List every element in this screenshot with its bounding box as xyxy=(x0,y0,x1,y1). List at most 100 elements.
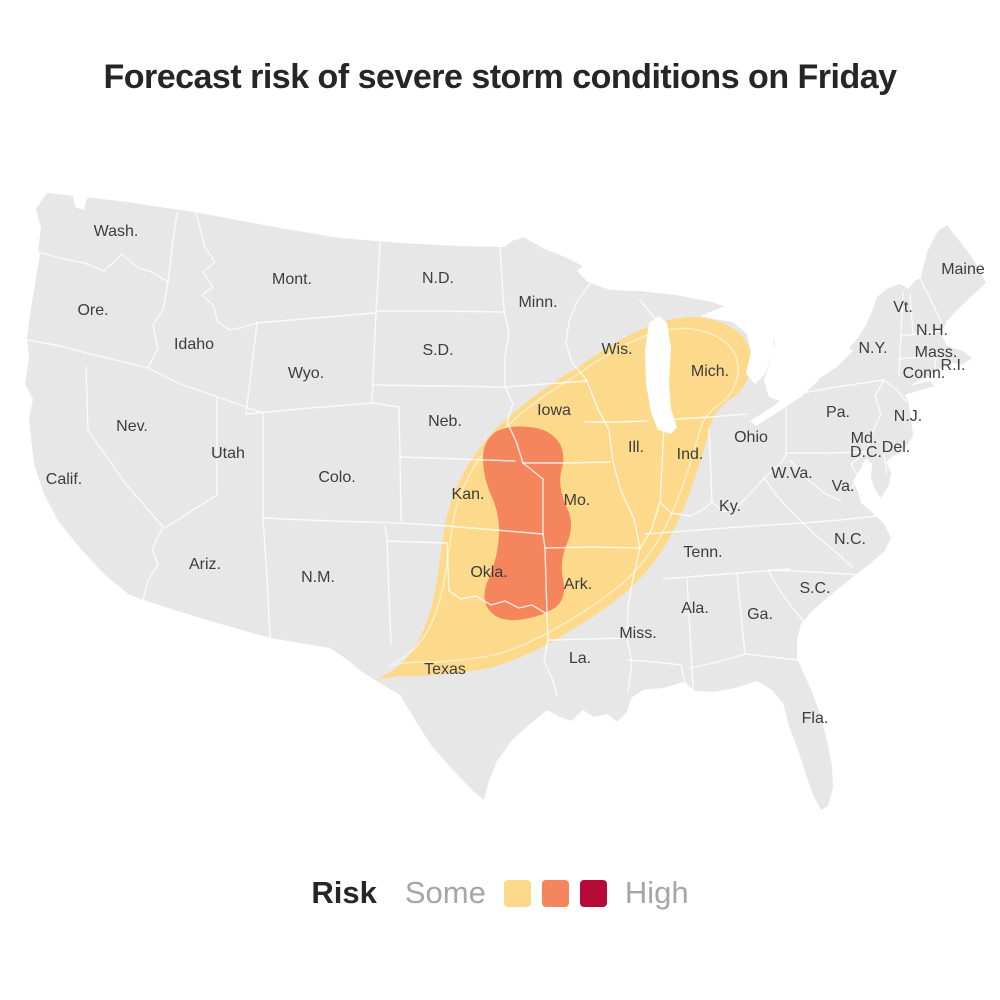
state-border-line xyxy=(639,501,661,549)
state-border-line xyxy=(785,451,867,454)
state-border-line xyxy=(900,330,941,337)
state-label-nd: N.D. xyxy=(422,270,454,287)
state-border-line xyxy=(499,246,510,388)
state-border-line xyxy=(147,281,169,369)
state-border-line xyxy=(544,546,641,549)
state-label-conn: Conn. xyxy=(903,365,946,382)
state-border-line xyxy=(744,653,799,661)
state-border-line xyxy=(763,454,787,479)
state-border-line xyxy=(898,290,904,377)
state-border-line xyxy=(256,312,375,324)
state-border-line xyxy=(659,426,665,503)
state-label-neb: Neb. xyxy=(428,413,462,430)
state-label-mass: Mass. xyxy=(915,344,958,361)
state-border-line xyxy=(767,569,807,625)
state-label-tenn: Tenn. xyxy=(683,544,722,561)
state-border-line xyxy=(586,380,641,693)
state-label-wva: W.Va. xyxy=(771,465,813,482)
state-label-nm: N.M. xyxy=(301,569,335,586)
state-border-line xyxy=(214,395,264,414)
state-border-line xyxy=(27,339,149,369)
state-label-kan: Kan. xyxy=(452,486,485,503)
state-label-maine: Maine xyxy=(941,261,985,278)
state-border-line xyxy=(883,454,888,474)
state-border-line xyxy=(262,517,271,639)
state-borders xyxy=(27,212,942,696)
great-lakes xyxy=(72,192,853,434)
state-border-line xyxy=(245,402,373,415)
state-border-line xyxy=(448,590,548,615)
state-label-ri: R.I. xyxy=(941,357,966,374)
state-border-line xyxy=(446,525,544,535)
state-border-line xyxy=(547,637,628,641)
lake-superior xyxy=(577,252,752,312)
state-label-texas: Texas xyxy=(424,661,466,678)
state-border-line xyxy=(675,413,747,420)
state-label-calif: Calif. xyxy=(46,471,82,488)
state-label-la: La. xyxy=(569,650,591,667)
risk-area-some-inner-contour xyxy=(387,327,739,668)
state-label-ala: Ala. xyxy=(681,600,709,617)
state-label-mont: Mont. xyxy=(272,271,312,288)
state-label-ky: Ky. xyxy=(719,498,741,515)
state-border-line xyxy=(371,402,400,408)
state-label-ark: Ark. xyxy=(564,576,592,593)
state-border-line xyxy=(167,212,178,283)
state-border-line xyxy=(262,517,448,527)
state-border-line xyxy=(195,212,258,331)
state-border-line xyxy=(711,477,765,513)
legend-high-label: High xyxy=(624,875,689,910)
state-border-line xyxy=(898,354,939,360)
state-label-utah: Utah xyxy=(211,445,245,462)
state-border-line xyxy=(659,501,713,517)
state-border-line xyxy=(865,379,885,453)
long-island-shape xyxy=(897,381,934,396)
state-border-line xyxy=(767,569,863,576)
state-border-line xyxy=(802,515,878,524)
state-label-ny: N.Y. xyxy=(858,340,887,357)
state-label-minn: Minn. xyxy=(518,294,557,311)
state-label-ohio: Ohio xyxy=(734,429,768,446)
state-border-line xyxy=(763,477,804,524)
state-label-nj: N.J. xyxy=(894,408,922,425)
risk-area-moderate xyxy=(483,426,572,621)
state-border-line xyxy=(399,456,516,462)
state-label-del: Del. xyxy=(882,439,910,456)
state-border-line xyxy=(789,459,842,502)
state-border-line xyxy=(147,367,216,397)
state-border-line xyxy=(504,386,524,464)
state-border-line xyxy=(850,452,867,489)
state-border-line xyxy=(639,299,663,327)
state-label-colo: Colo. xyxy=(318,469,355,486)
state-label-sc: S.C. xyxy=(799,580,830,597)
state-label-dc: D.C. xyxy=(850,444,882,461)
state-label-iowa: Iowa xyxy=(537,402,571,419)
state-label-fla: Fla. xyxy=(802,710,829,727)
state-border-line xyxy=(522,461,611,464)
lake-ontario xyxy=(810,346,853,381)
state-border-line xyxy=(543,613,558,696)
state-border-line xyxy=(372,384,506,388)
state-label-nev: Nev. xyxy=(116,418,148,435)
state-border-line xyxy=(446,542,450,592)
state-label-wis: Wis. xyxy=(601,341,632,358)
state-border-line xyxy=(708,427,713,503)
state-border-line xyxy=(245,322,258,415)
state-border-line xyxy=(37,251,169,283)
state-border-line xyxy=(686,578,694,689)
lake-erie xyxy=(750,374,819,426)
state-border-line xyxy=(85,366,164,528)
graphic-title: Forecast risk of severe storm conditions… xyxy=(103,58,897,96)
state-label-wyo: Wyo. xyxy=(288,365,324,382)
state-label-sd: S.D. xyxy=(422,342,453,359)
state-label-ga: Ga. xyxy=(747,606,773,623)
state-label-va: Va. xyxy=(832,478,855,495)
state-label-ind: Ind. xyxy=(677,446,704,463)
state-label-okla: Okla. xyxy=(470,564,507,581)
state-border-line xyxy=(689,653,746,669)
legend-title: Risk xyxy=(311,875,377,910)
state-border-line xyxy=(371,242,381,403)
state-label-mo: Mo. xyxy=(564,492,591,509)
